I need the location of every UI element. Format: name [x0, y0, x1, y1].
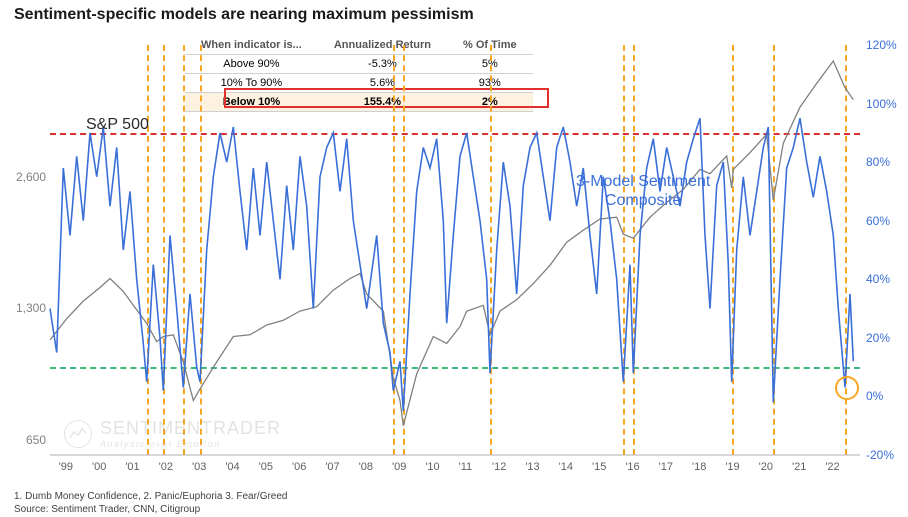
watermark-line2: Analysis over Emotion: [100, 439, 281, 449]
footnote-line1: 1. Dumb Money Confidence, 2. Panic/Eupho…: [14, 490, 287, 503]
sentiment-annotation: 3-Model Sentiment Composite: [576, 172, 710, 210]
footnotes: 1. Dumb Money Confidence, 2. Panic/Eupho…: [14, 490, 287, 516]
watermark: SENTIMENTRADER Analysis over Emotion: [64, 418, 281, 449]
sentiment-annotation-line2: Composite: [576, 191, 710, 210]
footnote-line2: Source: Sentiment Trader, CNN, Citigroup: [14, 503, 287, 516]
watermark-line1: SENTIMENTRADER: [100, 418, 281, 439]
sentiment-annotation-line1: 3-Model Sentiment: [576, 172, 710, 191]
watermark-icon: [64, 420, 92, 448]
sp500-annotation: S&P 500: [86, 116, 149, 134]
sentiment-line: [50, 118, 853, 411]
current-marker-circle: [835, 376, 859, 400]
